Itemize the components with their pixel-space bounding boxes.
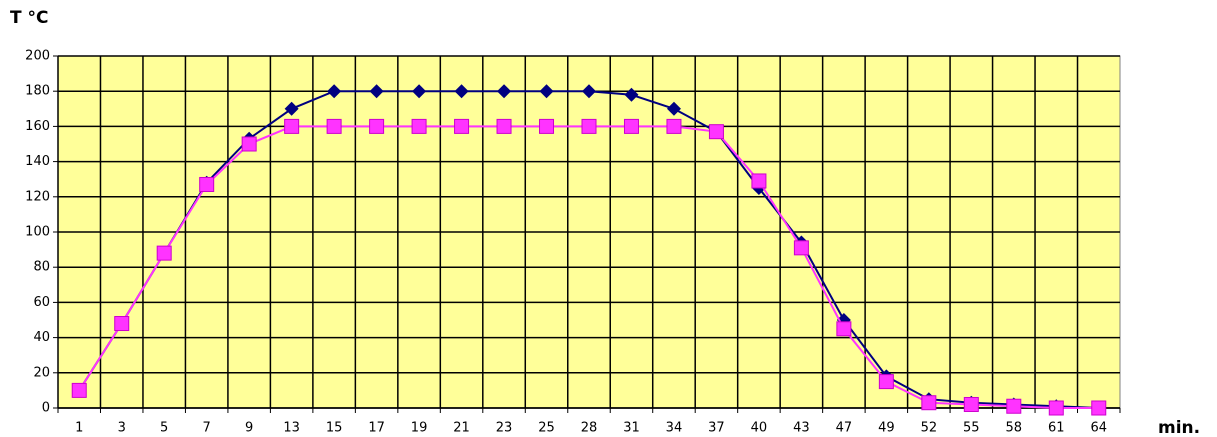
- marker: [539, 118, 555, 134]
- x-tick-label: 43: [793, 421, 810, 436]
- x-tick-label: 5: [160, 421, 168, 436]
- y-tick-label: 80: [33, 260, 50, 275]
- x-tick-label: 21: [453, 421, 470, 436]
- y-tick-label: 160: [25, 119, 50, 134]
- marker: [581, 118, 597, 134]
- marker: [327, 84, 342, 99]
- marker: [241, 136, 257, 152]
- x-tick-label: 34: [666, 421, 683, 436]
- marker: [921, 395, 937, 411]
- y-tick-label: 40: [33, 330, 50, 345]
- marker: [582, 84, 596, 99]
- marker: [199, 176, 215, 192]
- marker: [1048, 400, 1064, 416]
- marker: [114, 316, 130, 332]
- x-tick-label: 19: [411, 421, 428, 436]
- marker: [708, 124, 724, 140]
- x-tick-label: 3: [118, 421, 126, 436]
- x-tick-label: 31: [623, 421, 640, 436]
- x-tick-label: 58: [1006, 421, 1023, 436]
- y-tick-label: 20: [33, 365, 50, 380]
- x-tick-label: 47: [836, 421, 853, 436]
- x-tick-label: 37: [708, 421, 725, 436]
- marker: [836, 321, 852, 337]
- marker: [496, 118, 512, 134]
- marker: [878, 374, 894, 390]
- x-tick-label: 15: [326, 421, 343, 436]
- y-axis-title: T °C: [10, 8, 49, 28]
- marker: [71, 382, 87, 398]
- marker: [666, 118, 682, 134]
- marker: [963, 396, 979, 412]
- marker: [623, 118, 639, 134]
- x-tick-label: 49: [878, 421, 895, 436]
- x-tick-label: 9: [245, 421, 253, 436]
- marker: [284, 101, 299, 116]
- y-tick-label: 180: [25, 84, 50, 99]
- x-tick-label: 61: [1048, 421, 1065, 436]
- marker: [369, 84, 384, 99]
- marker: [624, 87, 639, 102]
- y-tick-label: 100: [25, 225, 50, 240]
- x-tick-label: 55: [963, 421, 980, 436]
- marker: [411, 118, 427, 134]
- y-tick-label: 0: [42, 401, 50, 416]
- x-tick-label: 25: [538, 421, 555, 436]
- x-tick-label: 28: [581, 421, 598, 436]
- marker: [156, 245, 172, 261]
- marker: [793, 240, 809, 256]
- marker: [412, 84, 427, 99]
- x-tick-label: 64: [1090, 421, 1107, 436]
- marker: [497, 84, 512, 99]
- x-tick-label: 13: [283, 421, 300, 436]
- marker: [326, 118, 342, 134]
- x-tick-label: 40: [751, 421, 768, 436]
- marker: [1006, 398, 1022, 414]
- x-tick-label: 52: [921, 421, 938, 436]
- y-tick-label: 140: [25, 154, 50, 169]
- marker: [539, 84, 554, 99]
- marker: [369, 118, 385, 134]
- x-axis-title: min.: [1158, 418, 1200, 437]
- x-tick-label: 7: [203, 421, 211, 436]
- x-tick-label: 17: [368, 421, 385, 436]
- y-tick-label: 200: [25, 49, 50, 64]
- y-tick-label: 120: [25, 189, 50, 204]
- x-tick-label: 23: [496, 421, 513, 436]
- marker: [454, 118, 470, 134]
- marker: [1091, 400, 1107, 416]
- marker: [751, 173, 767, 189]
- y-tick-label: 60: [33, 295, 50, 310]
- x-tick-label: 1: [75, 421, 83, 436]
- marker: [284, 118, 300, 134]
- marker: [666, 101, 681, 116]
- marker: [454, 84, 469, 99]
